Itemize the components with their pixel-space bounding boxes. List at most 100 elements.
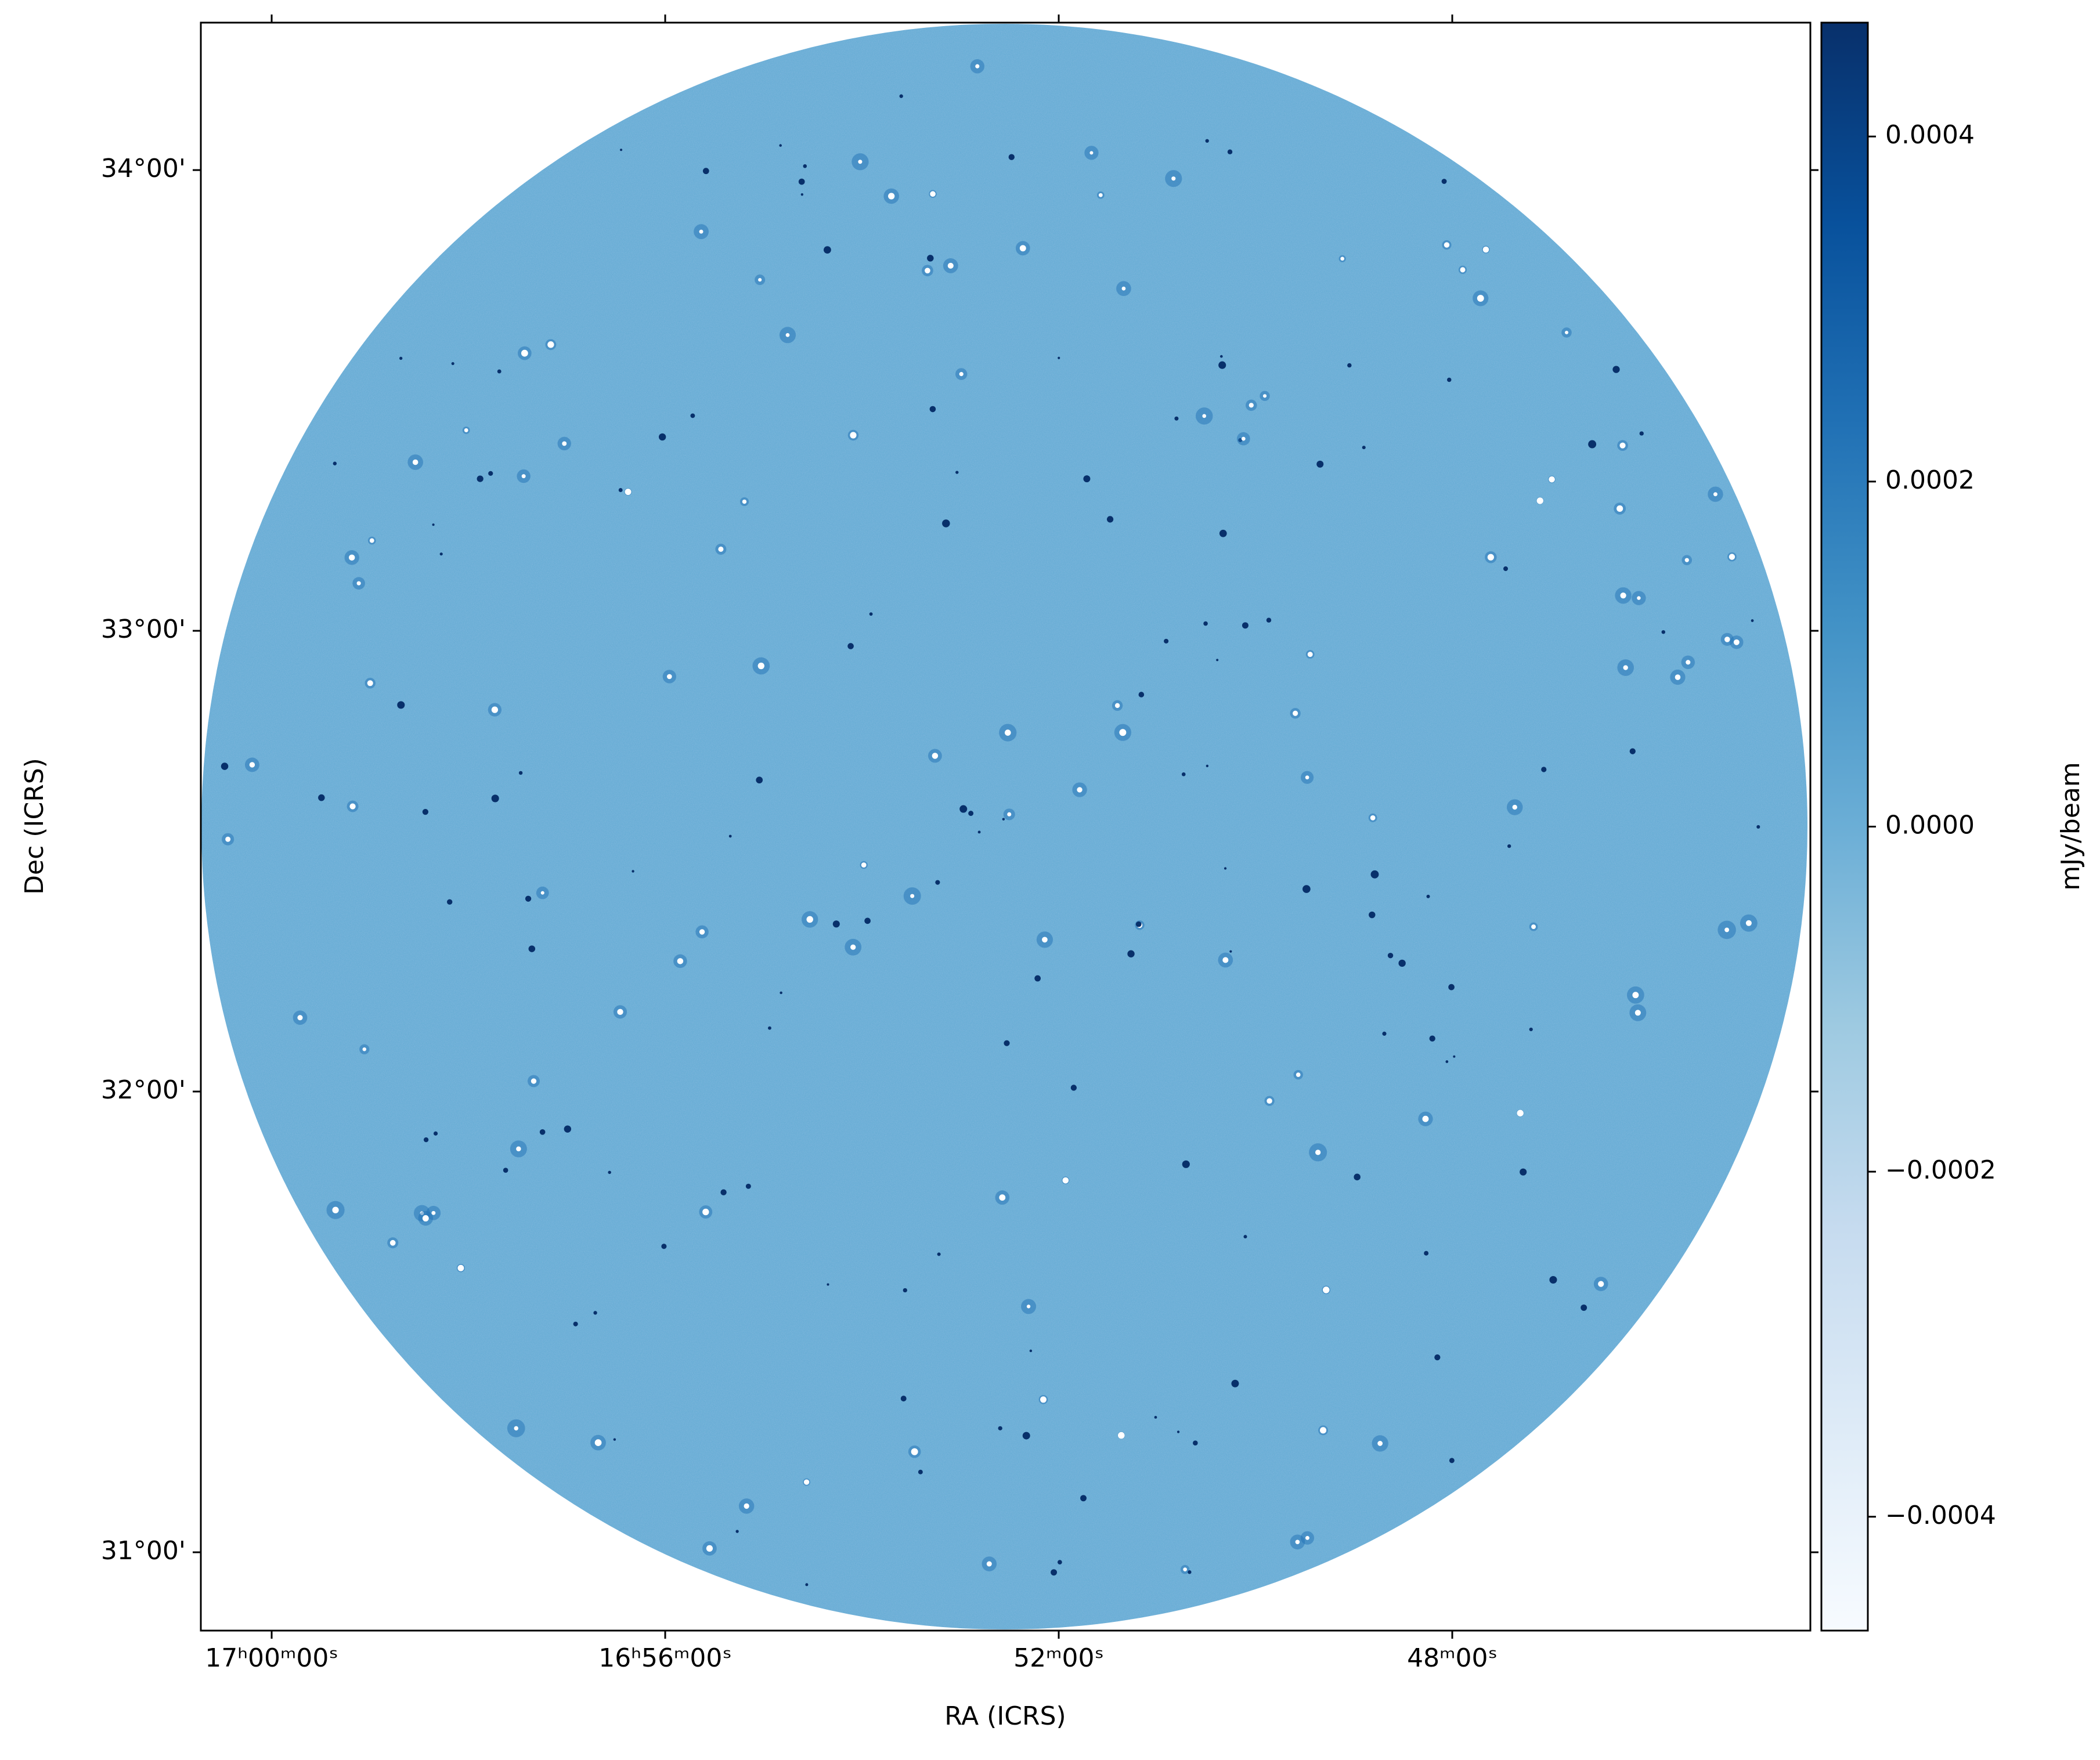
source-dark	[1127, 950, 1135, 957]
source-dark	[935, 880, 940, 885]
source-dark	[1029, 1349, 1033, 1353]
source-core	[516, 1146, 521, 1152]
source-core	[699, 929, 705, 935]
source-core	[888, 193, 895, 200]
source-core	[1724, 927, 1730, 933]
source-dark	[433, 1131, 438, 1136]
source-core	[1305, 1535, 1309, 1540]
source-core	[531, 1078, 537, 1084]
source-core	[1249, 403, 1254, 408]
source-dark	[613, 1438, 616, 1441]
source-dark	[399, 356, 403, 360]
source-core	[1077, 787, 1083, 793]
x-tick-label: 52ᵐ00ˢ	[1013, 1643, 1104, 1673]
source-dark	[397, 701, 405, 709]
source-dark	[1503, 566, 1509, 572]
source-core	[625, 489, 632, 496]
y-axis-label: Dec (ICRS)	[20, 758, 49, 895]
source-core	[1549, 476, 1555, 483]
source-core	[1004, 729, 1011, 736]
source-dark	[1453, 1055, 1456, 1058]
source-core	[930, 191, 936, 197]
source-dark	[1434, 1354, 1441, 1361]
source-core	[1482, 246, 1489, 253]
x-tick-label: 17ʰ00ᵐ00ˢ	[205, 1643, 338, 1673]
y-tick-label: 33°00'	[101, 615, 186, 644]
source-core	[1620, 592, 1626, 599]
source-core	[1340, 256, 1345, 261]
x-axis-label: RA (ICRS)	[944, 1701, 1066, 1731]
source-dark	[756, 776, 763, 784]
source-core	[1444, 242, 1450, 248]
source-dark	[477, 475, 483, 482]
source-dark	[1224, 867, 1227, 870]
source-dark	[432, 523, 435, 526]
source-core	[806, 916, 813, 923]
source-dark	[1354, 1173, 1361, 1181]
source-dark	[899, 94, 903, 98]
source-core	[758, 278, 762, 282]
source-core	[1296, 1072, 1301, 1077]
source-core	[1487, 554, 1494, 561]
source-dark	[1661, 630, 1665, 634]
source-core	[1733, 639, 1740, 645]
source-dark	[333, 461, 337, 465]
source-dark	[1182, 1160, 1190, 1168]
source-core	[349, 803, 356, 809]
source-core	[1262, 394, 1267, 398]
source-dark	[446, 899, 453, 905]
source-dark	[968, 811, 974, 816]
source-dark	[800, 193, 804, 196]
source-dark	[779, 144, 782, 147]
source-core	[1684, 558, 1689, 562]
source-dark	[1629, 748, 1636, 754]
source-core	[562, 441, 567, 446]
source-core	[850, 432, 857, 439]
source-core	[1121, 286, 1126, 291]
source-dark	[959, 805, 968, 813]
source-dark	[977, 830, 981, 834]
source-dark	[1520, 1168, 1527, 1176]
source-dark	[1362, 446, 1366, 450]
source-core	[412, 459, 418, 465]
source-dark	[824, 246, 831, 254]
source-dark	[221, 762, 229, 770]
source-core	[367, 680, 373, 686]
source-dark	[1242, 622, 1249, 629]
source-core	[1536, 497, 1543, 504]
source-dark	[1004, 1040, 1010, 1046]
source-dark	[659, 433, 666, 441]
source-dark	[632, 870, 634, 873]
source-dark	[1302, 885, 1311, 893]
source-dark	[1083, 475, 1091, 483]
source-dark	[690, 413, 695, 418]
source-core	[1315, 1150, 1321, 1155]
source-core	[348, 554, 355, 561]
source-core	[999, 1194, 1006, 1201]
source-dark	[1205, 139, 1209, 143]
source-core	[464, 428, 468, 432]
source-dark	[1058, 356, 1060, 359]
source-dark	[745, 1183, 751, 1189]
source-core	[1512, 804, 1517, 810]
source-core	[947, 262, 954, 269]
source-core	[1019, 245, 1026, 252]
source-core	[1098, 193, 1103, 197]
source-core	[225, 836, 231, 842]
colorbar-tick-label: −0.0004	[1885, 1501, 1996, 1530]
source-dark	[497, 369, 501, 374]
source-core	[959, 372, 964, 377]
colorbar	[1820, 21, 1869, 1632]
source-core	[744, 1503, 749, 1509]
source-dark	[735, 1530, 739, 1533]
source-dark	[1181, 772, 1186, 776]
colorbar-tick-label: 0.0000	[1885, 811, 1975, 840]
source-dark	[768, 1026, 771, 1030]
source-dark	[503, 1168, 508, 1173]
source-dark	[1135, 921, 1142, 927]
source-dark	[937, 1252, 941, 1256]
source-core	[702, 1208, 709, 1216]
source-dark	[1445, 1060, 1449, 1063]
source-dark	[832, 920, 840, 928]
source-core	[547, 341, 554, 348]
